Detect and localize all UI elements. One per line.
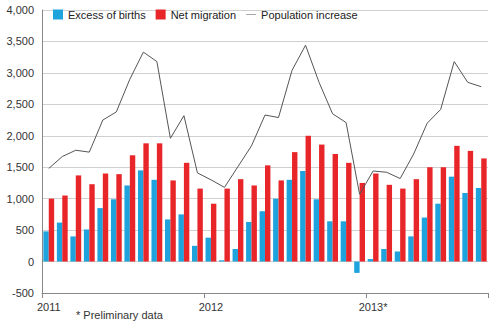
svg-text:2012: 2012 — [199, 301, 223, 313]
svg-text:0: 0 — [28, 256, 34, 268]
svg-text:Net migration: Net migration — [171, 9, 236, 21]
svg-text:1,500: 1,500 — [6, 161, 34, 173]
svg-text:3,000: 3,000 — [6, 67, 34, 79]
svg-text:3,500: 3,500 — [6, 35, 34, 47]
svg-text:2013*: 2013* — [359, 301, 388, 313]
svg-text:* Preliminary data: * Preliminary data — [76, 309, 164, 321]
svg-text:500: 500 — [16, 224, 34, 236]
svg-text:Excess of births: Excess of births — [68, 9, 146, 21]
svg-text:-500: -500 — [12, 287, 34, 299]
svg-text:2,000: 2,000 — [6, 130, 34, 142]
svg-text:1,000: 1,000 — [6, 193, 34, 205]
svg-text:2011: 2011 — [37, 301, 61, 313]
svg-text:Population increase: Population increase — [261, 9, 358, 21]
svg-text:2,500: 2,500 — [6, 98, 34, 110]
svg-text:4,000: 4,000 — [6, 4, 34, 16]
